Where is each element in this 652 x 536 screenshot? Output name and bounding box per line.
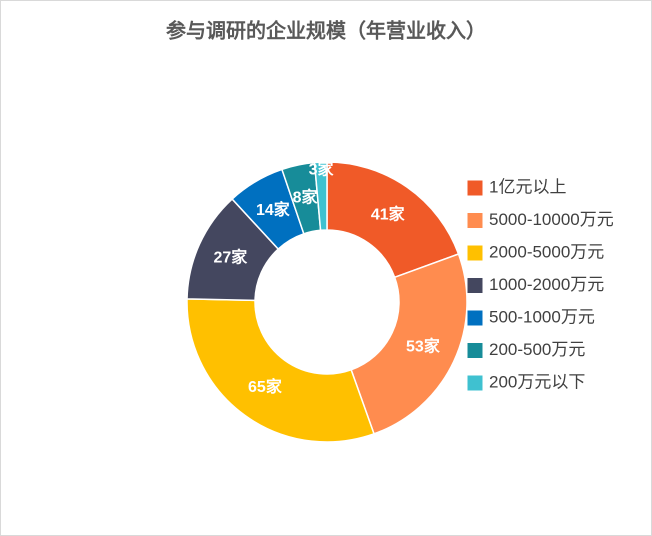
donut-segment <box>326 161 460 279</box>
legend-label: 1000-2000万元 <box>489 275 604 294</box>
data-label: 8家 <box>293 188 319 207</box>
donut-segment <box>350 253 468 435</box>
legend-swatch <box>466 309 484 327</box>
legend-swatch <box>466 277 484 294</box>
legend-label: 500-1000万元 <box>489 307 595 326</box>
legend-swatch <box>466 244 484 262</box>
data-label: 41家 <box>371 204 406 223</box>
data-label: 65家 <box>248 377 283 396</box>
legend-label: 200万元以下 <box>489 372 585 391</box>
donut-segment <box>313 161 328 232</box>
data-label: 14家 <box>256 200 291 219</box>
data-label: 27家 <box>213 248 248 267</box>
chart-title: 参与调研的企业规模（年营业收入） <box>166 18 486 42</box>
legend-swatch <box>466 179 484 197</box>
legend-swatch <box>466 342 484 359</box>
legend-swatch <box>466 212 484 229</box>
data-label: 3家 <box>309 159 335 178</box>
legend-label: 5000-10000万元 <box>489 210 614 229</box>
data-label: 53家 <box>406 336 441 355</box>
donut-segment <box>186 298 375 443</box>
legend-swatch <box>466 374 484 392</box>
legend-label: 200-500万元 <box>489 340 585 359</box>
legend-label: 1亿元以上 <box>489 177 566 196</box>
legend-label: 2000-5000万元 <box>489 242 604 261</box>
